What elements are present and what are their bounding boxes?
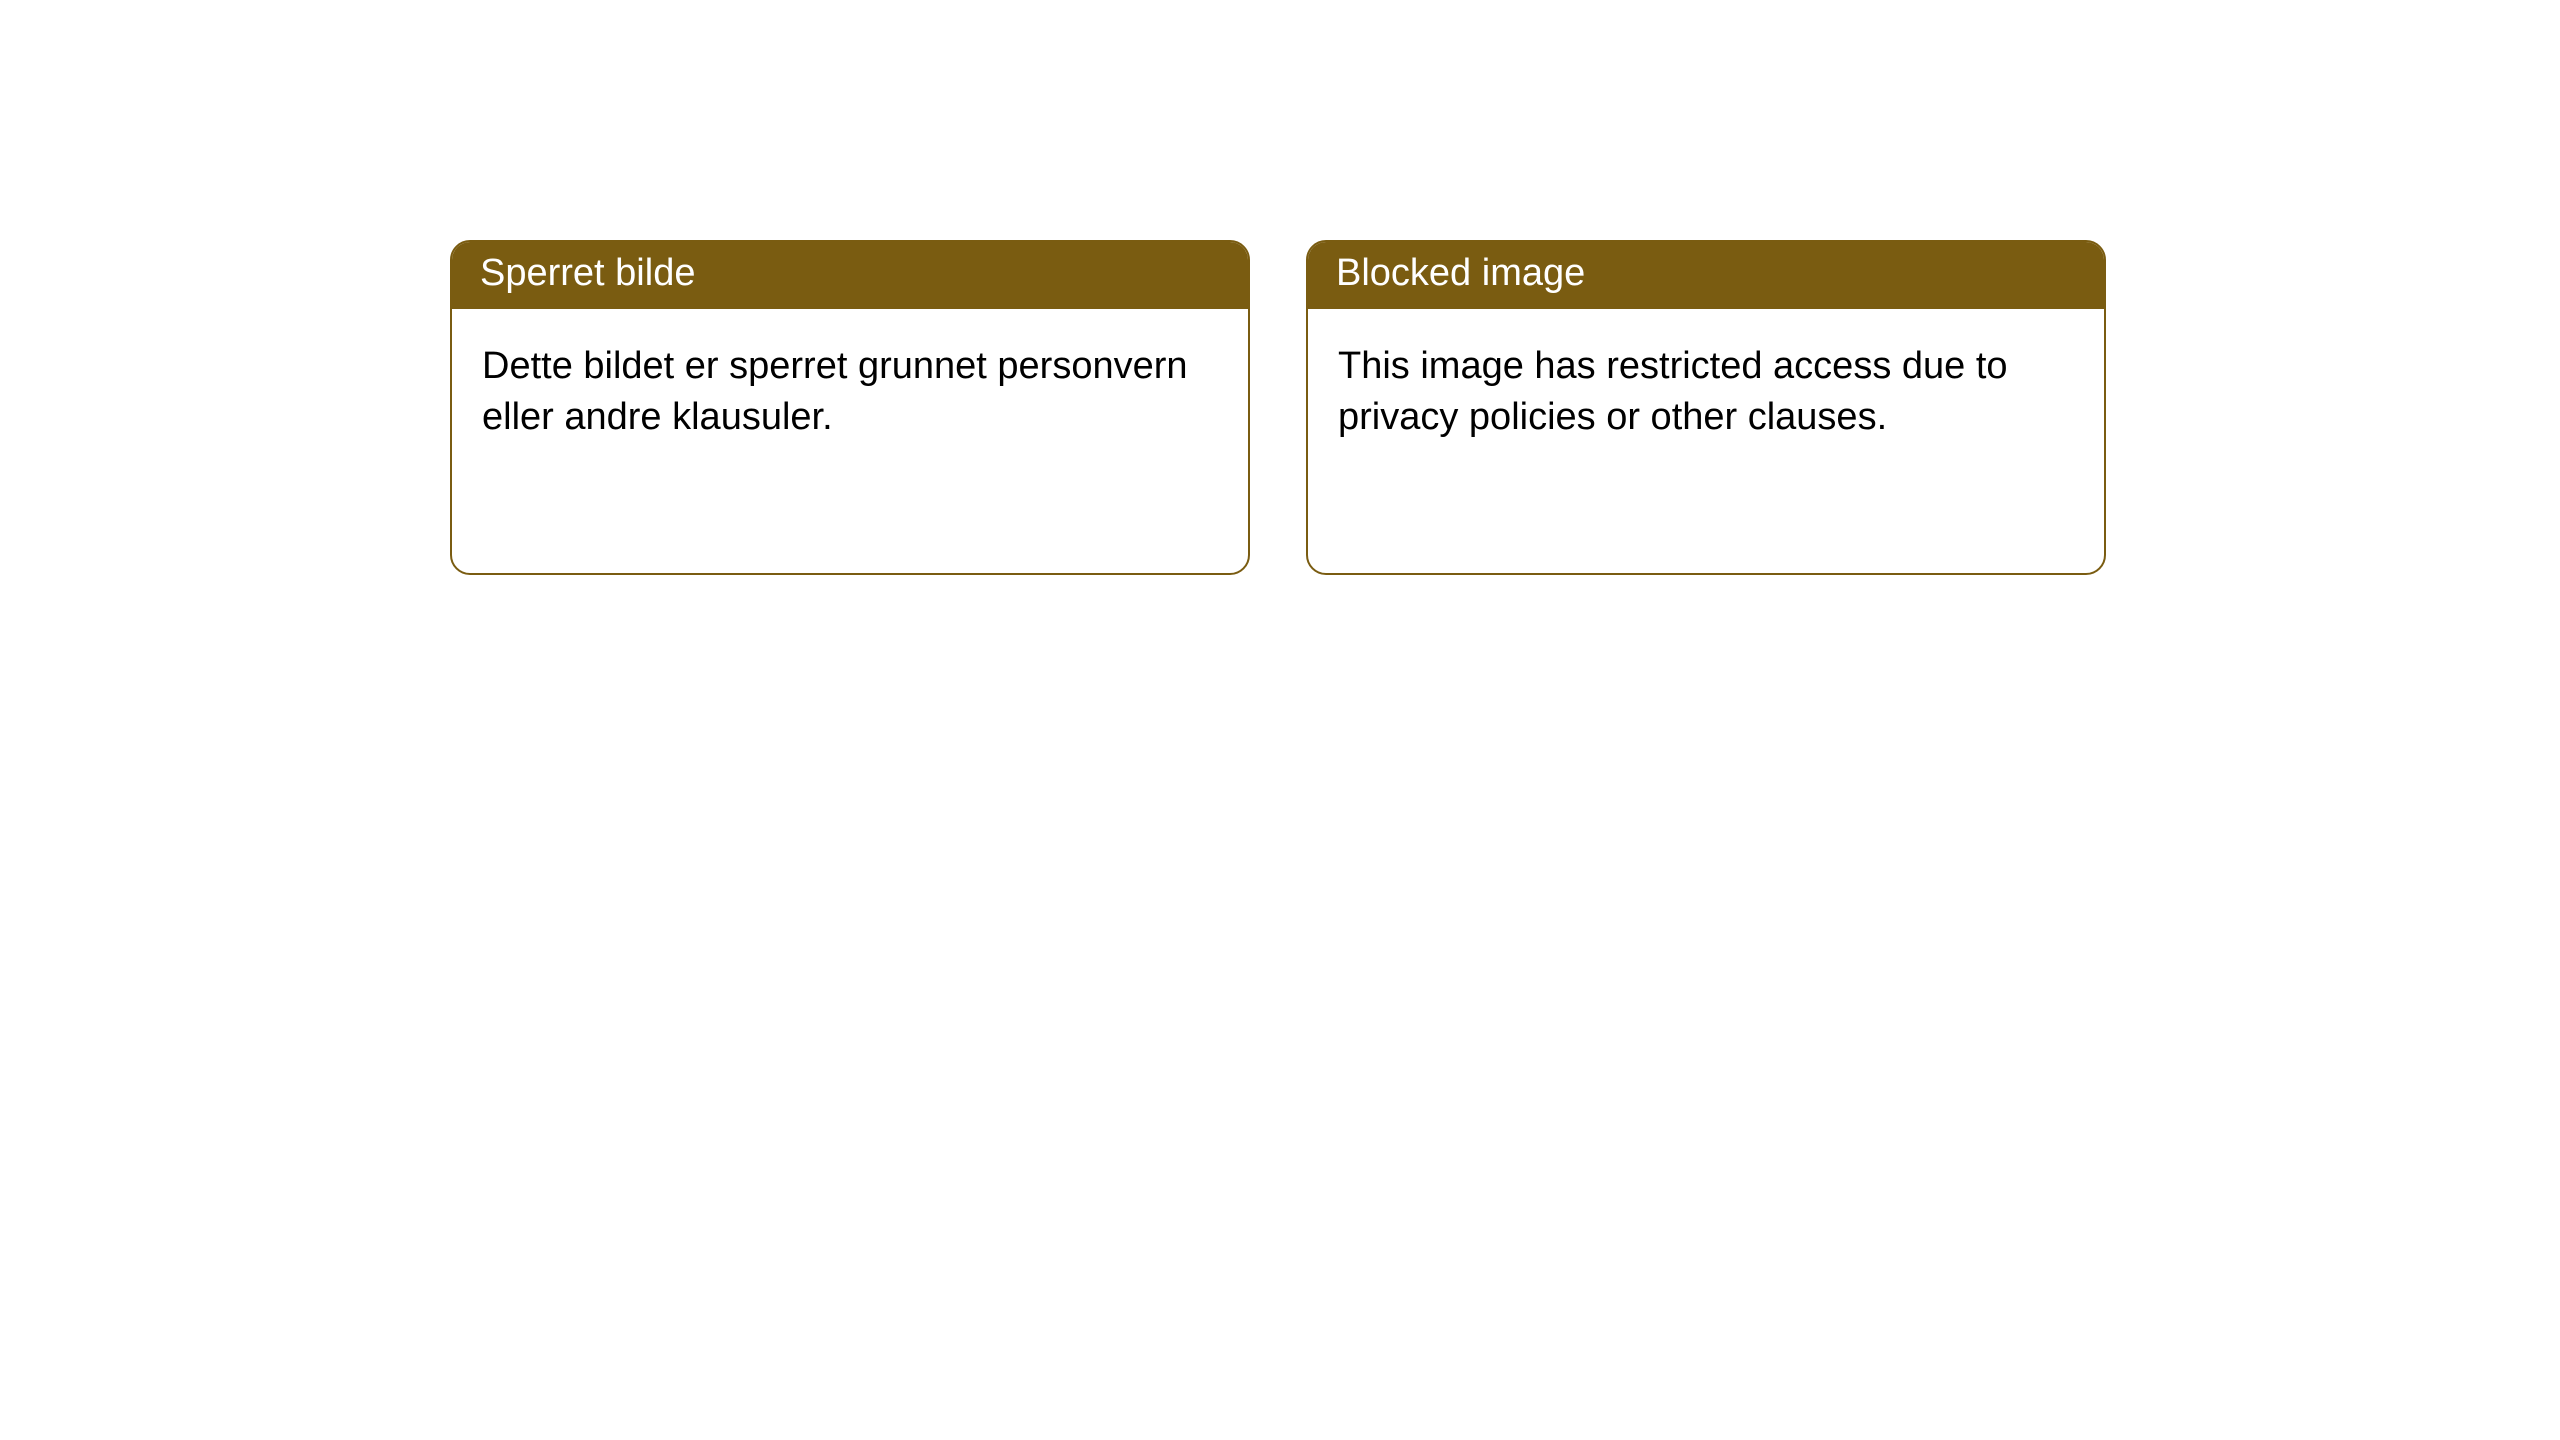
card-body-text: This image has restricted access due to … (1338, 345, 2008, 438)
card-body: Dette bildet er sperret grunnet personve… (452, 309, 1248, 476)
card-body-text: Dette bildet er sperret grunnet personve… (482, 345, 1188, 438)
card-header: Blocked image (1308, 242, 2104, 309)
card-title: Sperret bilde (480, 252, 695, 294)
card-body: This image has restricted access due to … (1308, 309, 2104, 476)
card-header: Sperret bilde (452, 242, 1248, 309)
blocked-image-card-en: Blocked image This image has restricted … (1306, 240, 2106, 575)
card-title: Blocked image (1336, 252, 1585, 294)
blocked-image-card-no: Sperret bilde Dette bildet er sperret gr… (450, 240, 1250, 575)
notice-container: Sperret bilde Dette bildet er sperret gr… (0, 0, 2560, 575)
